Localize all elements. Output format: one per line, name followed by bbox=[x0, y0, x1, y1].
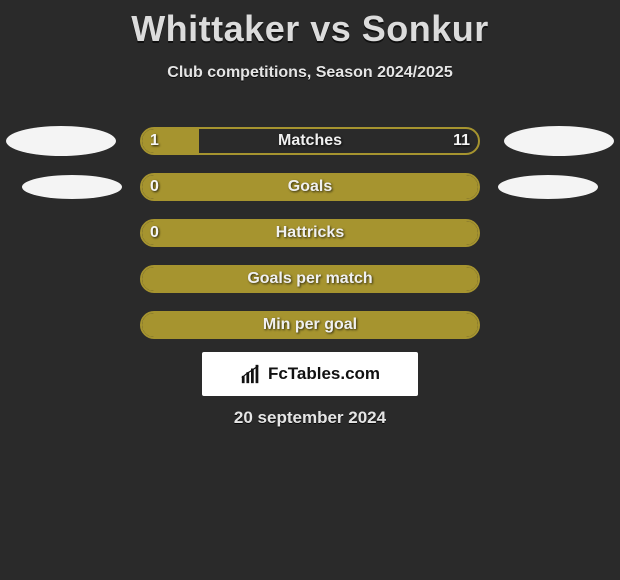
stat-bar-track bbox=[140, 311, 480, 339]
stat-bar-fill-left bbox=[142, 129, 199, 153]
stat-row: Goals0 bbox=[0, 164, 620, 210]
stat-bar-track bbox=[140, 127, 480, 155]
stat-bar-fill bbox=[142, 313, 478, 337]
stat-row: Goals per match bbox=[0, 256, 620, 302]
avatar bbox=[498, 175, 598, 199]
title: Whittaker vs Sonkur bbox=[0, 0, 620, 50]
avatar bbox=[22, 175, 122, 199]
stat-row: Hattricks0 bbox=[0, 210, 620, 256]
watermark: FcTables.com bbox=[202, 352, 418, 396]
avatar bbox=[6, 126, 116, 156]
stat-bar-fill bbox=[142, 267, 478, 291]
stat-bar-track bbox=[140, 265, 480, 293]
stat-row: Matches111 bbox=[0, 118, 620, 164]
stat-bar-track bbox=[140, 173, 480, 201]
stat-bar-fill bbox=[142, 175, 478, 199]
date-stamp: 20 september 2024 bbox=[0, 408, 620, 428]
stat-row: Min per goal bbox=[0, 302, 620, 348]
subtitle: Club competitions, Season 2024/2025 bbox=[0, 64, 620, 82]
stat-bar-fill bbox=[142, 221, 478, 245]
stat-rows: Matches111Goals0Hattricks0Goals per matc… bbox=[0, 118, 620, 348]
watermark-bars-icon bbox=[240, 363, 262, 385]
comparison-card: Whittaker vs Sonkur Club competitions, S… bbox=[0, 0, 620, 580]
watermark-text: FcTables.com bbox=[268, 364, 380, 384]
stat-bar-track bbox=[140, 219, 480, 247]
avatar bbox=[504, 126, 614, 156]
